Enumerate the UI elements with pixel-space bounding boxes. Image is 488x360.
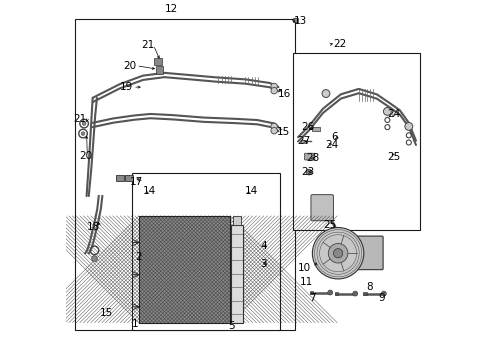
Text: 15: 15	[276, 127, 289, 137]
Text: 5: 5	[228, 321, 235, 332]
Bar	[139, 216, 230, 323]
Text: 22: 22	[332, 39, 346, 49]
Bar	[116, 175, 123, 181]
Circle shape	[327, 290, 332, 295]
Text: 6: 6	[330, 132, 337, 142]
Circle shape	[322, 90, 329, 98]
FancyBboxPatch shape	[304, 153, 314, 160]
Bar	[139, 216, 230, 323]
Text: 17: 17	[130, 177, 143, 187]
Text: 8: 8	[365, 282, 372, 292]
Bar	[75, 19, 294, 330]
Text: 20: 20	[123, 61, 136, 71]
Bar	[300, 140, 307, 143]
Circle shape	[270, 127, 277, 134]
Text: 12: 12	[164, 4, 178, 14]
Text: 20: 20	[80, 151, 92, 161]
Text: 2: 2	[135, 252, 142, 262]
Circle shape	[91, 256, 97, 261]
Text: 4: 4	[260, 241, 266, 251]
Text: 25: 25	[386, 152, 400, 162]
Bar	[292, 53, 419, 230]
Bar	[334, 292, 338, 296]
Text: 11: 11	[299, 277, 312, 287]
Text: 16: 16	[277, 89, 290, 99]
Bar	[363, 292, 366, 296]
Circle shape	[327, 243, 347, 263]
Circle shape	[381, 291, 386, 296]
Bar	[230, 225, 242, 323]
Text: 19: 19	[119, 82, 132, 92]
Bar	[156, 66, 163, 73]
Bar	[132, 173, 280, 330]
Circle shape	[82, 122, 86, 125]
Text: 3: 3	[260, 259, 266, 269]
Text: 10: 10	[297, 262, 310, 273]
Text: 25: 25	[323, 220, 336, 230]
Text: 13: 13	[293, 16, 306, 26]
Circle shape	[305, 169, 311, 175]
FancyBboxPatch shape	[346, 236, 382, 270]
Circle shape	[312, 228, 363, 279]
Text: 14: 14	[142, 186, 156, 196]
Text: 9: 9	[378, 293, 384, 303]
Circle shape	[270, 123, 277, 130]
Text: 7: 7	[308, 293, 315, 303]
Bar	[232, 216, 241, 225]
Text: 27: 27	[297, 136, 310, 146]
Circle shape	[404, 122, 412, 130]
Circle shape	[333, 249, 342, 258]
Text: 21: 21	[74, 114, 87, 124]
Bar	[309, 291, 313, 294]
Text: 21: 21	[141, 40, 154, 50]
Circle shape	[270, 83, 277, 90]
Text: 28: 28	[305, 153, 319, 163]
Circle shape	[81, 132, 84, 135]
Bar	[154, 58, 162, 65]
Text: 24: 24	[386, 109, 400, 119]
Text: 15: 15	[100, 308, 113, 318]
Bar	[312, 127, 319, 131]
Circle shape	[383, 108, 390, 115]
Circle shape	[352, 291, 357, 296]
Text: 24: 24	[324, 140, 337, 150]
Text: 26: 26	[300, 122, 314, 132]
Bar	[124, 175, 132, 181]
Circle shape	[270, 87, 277, 94]
Text: 1: 1	[132, 319, 138, 329]
Text: 23: 23	[301, 167, 314, 177]
Text: 14: 14	[244, 186, 257, 196]
Bar	[292, 18, 298, 22]
FancyBboxPatch shape	[310, 195, 333, 221]
Text: 18: 18	[86, 222, 100, 232]
